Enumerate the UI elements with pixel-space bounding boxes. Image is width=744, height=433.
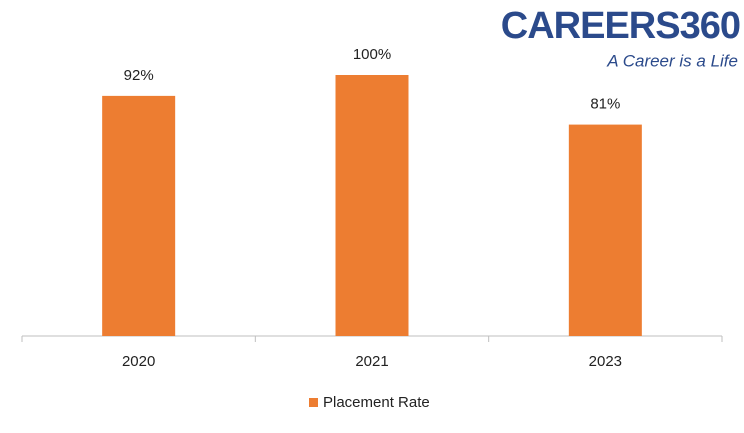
x-tick-label: 2020 xyxy=(122,353,155,370)
x-tick-label: 2023 xyxy=(589,353,622,370)
data-label: 92% xyxy=(124,67,154,84)
legend-swatch xyxy=(309,398,318,407)
data-label: 81% xyxy=(590,96,620,113)
logo-tagline: A Career is a Life xyxy=(606,51,738,70)
bar xyxy=(102,95,176,336)
x-tick-label: 2021 xyxy=(355,353,388,370)
legend-label: Placement Rate xyxy=(323,394,430,411)
bar xyxy=(335,75,409,336)
bar xyxy=(568,124,642,336)
data-label: 100% xyxy=(353,46,391,63)
logo-brand: CAREERS360 xyxy=(501,5,740,47)
